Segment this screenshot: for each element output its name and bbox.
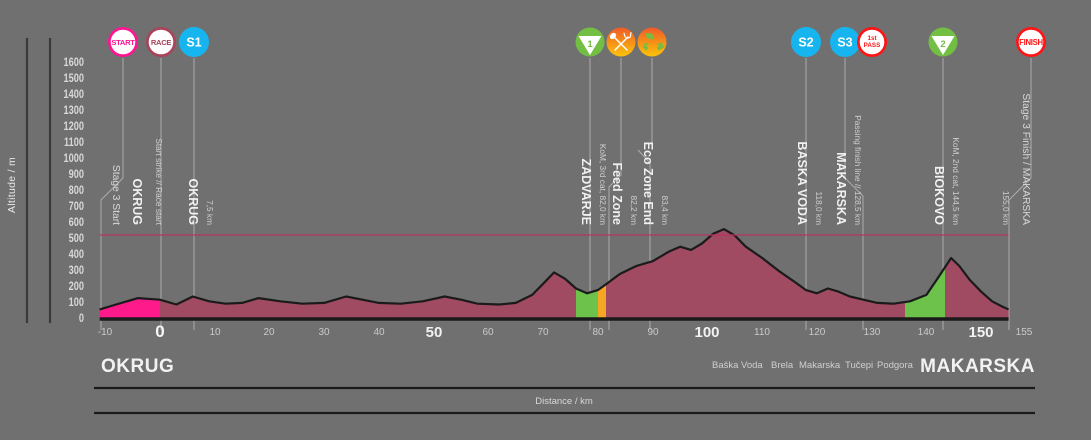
svg-text:500: 500 [69,233,85,245]
svg-text:RACE: RACE [151,38,172,47]
svg-text:30: 30 [318,327,330,338]
svg-text:90: 90 [647,327,659,338]
svg-text:2: 2 [940,39,945,50]
svg-text:60: 60 [482,327,494,338]
svg-text:Brela: Brela [771,360,794,371]
svg-text:70: 70 [537,327,549,338]
svg-text:S1: S1 [186,36,201,50]
svg-text:1st: 1st [867,35,877,42]
svg-text:80: 80 [592,327,604,338]
svg-text:Podgora: Podgora [877,360,914,371]
svg-text:Tučepi: Tučepi [845,360,873,371]
svg-text:Stage 3 Finish / MAKARSKA: Stage 3 Finish / MAKARSKA [1020,93,1031,225]
svg-text:10: 10 [209,327,221,338]
svg-text:0: 0 [79,313,84,325]
svg-text:100: 100 [694,324,719,341]
svg-text:Baška Voda: Baška Voda [712,360,763,371]
svg-text:S2: S2 [798,36,813,50]
svg-text:BASKA VODA: BASKA VODA [795,141,809,225]
svg-text:Altitude / m: Altitude / m [6,157,18,213]
svg-text:130: 130 [864,327,881,338]
svg-text:110: 110 [754,327,770,338]
svg-text:50: 50 [426,324,443,341]
svg-text:100: 100 [69,297,85,309]
svg-text:400: 400 [69,249,85,261]
svg-text:40: 40 [373,327,385,338]
svg-text:-10: -10 [98,327,113,338]
svg-text:1100: 1100 [64,137,84,149]
svg-text:120: 120 [809,327,826,338]
svg-text:118,0 km: 118,0 km [814,191,824,225]
svg-text:1400: 1400 [64,89,85,101]
svg-text:0: 0 [155,322,164,341]
svg-text:155,0 km: 155,0 km [1001,191,1011,225]
svg-text:Feed Zone: Feed Zone [610,162,624,225]
svg-text:Start strike // Race start: Start strike // Race start [154,138,164,225]
svg-text:S3: S3 [837,36,852,50]
svg-text:OKRUG: OKRUG [130,178,144,225]
svg-text:900: 900 [69,169,85,181]
svg-text:7,5 km: 7,5 km [205,200,215,225]
svg-text:FINISH: FINISH [1019,38,1043,47]
svg-text:1600: 1600 [64,57,85,69]
svg-text:700: 700 [69,201,85,213]
svg-text:MAKARSKA: MAKARSKA [920,356,1035,377]
svg-text:1200: 1200 [64,121,85,133]
svg-text:1: 1 [587,39,593,50]
svg-text:KoM, 3rd cat, 82,0 km: KoM, 3rd cat, 82,0 km [598,144,608,225]
svg-text:BIOKOVO: BIOKOVO [932,166,946,225]
svg-text:Stage 3 Start: Stage 3 Start [110,165,121,225]
svg-text:800: 800 [69,185,85,197]
svg-text:Makarska: Makarska [799,360,841,371]
svg-text:MAKARSKA: MAKARSKA [834,152,848,225]
svg-text:300: 300 [69,265,85,277]
svg-text:1300: 1300 [64,105,85,117]
svg-text:140: 140 [918,327,935,338]
svg-text:1000: 1000 [64,153,85,165]
svg-text:KoM, 2nd cat, 144,5 km: KoM, 2nd cat, 144,5 km [951,137,961,225]
svg-text:START: START [111,38,135,47]
svg-text:OKRUG: OKRUG [101,356,174,377]
svg-text:1500: 1500 [64,73,85,85]
svg-text:ZADVARJE: ZADVARJE [579,159,593,225]
svg-text:PASS: PASS [864,42,881,49]
svg-text:Distance / km: Distance / km [535,396,593,407]
svg-text:20: 20 [263,327,275,338]
svg-text:83,4 km: 83,4 km [660,195,670,225]
svg-text:Eco Zone End: Eco Zone End [641,142,655,225]
svg-text:OKRUG: OKRUG [186,178,200,225]
svg-text:82,2 km: 82,2 km [629,195,639,225]
svg-text:600: 600 [69,217,85,229]
svg-text:200: 200 [69,281,85,293]
svg-text:150: 150 [968,324,993,341]
svg-text:Passing finish line // 128,5 k: Passing finish line // 128,5 km [853,115,863,225]
svg-text:155: 155 [1016,327,1033,338]
